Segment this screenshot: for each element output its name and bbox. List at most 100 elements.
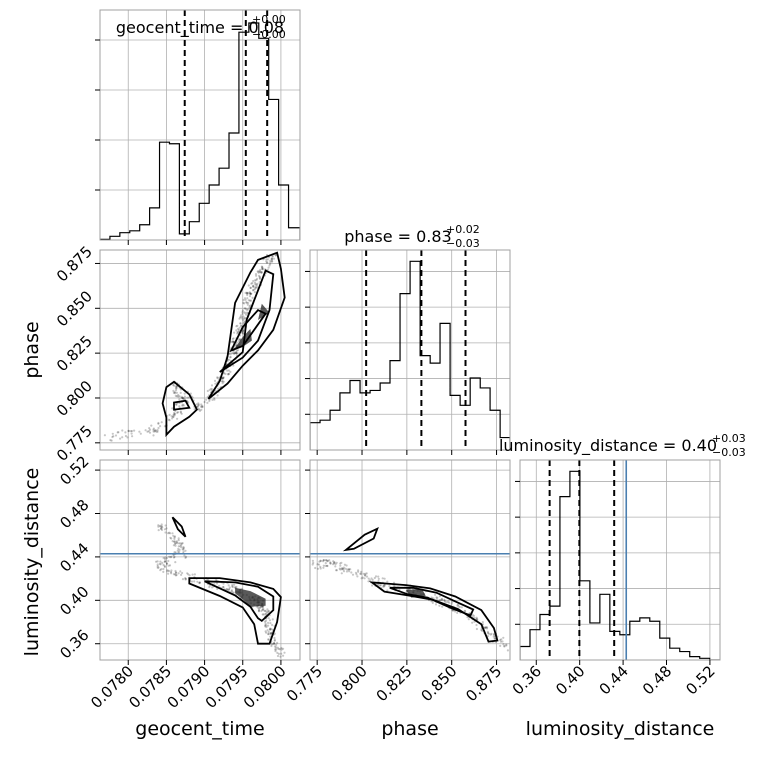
sample-point [193, 580, 196, 583]
sample-point [355, 573, 358, 576]
sample-point [254, 286, 257, 289]
sample-point [252, 285, 255, 288]
sample-point [267, 266, 270, 269]
grid-geocent-time-vs-phase [100, 250, 300, 450]
frame-luminosity-distance-hist [519, 459, 721, 661]
sample-point [150, 424, 153, 427]
sample-point [222, 380, 225, 383]
sample-point [259, 277, 262, 280]
sample-point [345, 564, 348, 567]
sample-point [234, 351, 238, 354]
sample-point [238, 317, 241, 320]
sample-point [265, 612, 268, 615]
sample-point [173, 555, 176, 559]
sample-point [270, 627, 273, 631]
xlabel-phase: phase [381, 718, 438, 740]
sample-point [240, 324, 243, 327]
sample-point [165, 527, 168, 530]
sample-point [174, 542, 177, 546]
sample-point [245, 311, 249, 314]
sample-point [259, 605, 262, 609]
sample-point [191, 573, 194, 576]
sample-point [503, 644, 506, 648]
sample-point [216, 587, 219, 591]
sample-point [165, 557, 168, 560]
sample-point [172, 389, 175, 392]
sample-point [245, 301, 248, 304]
sample-point [158, 524, 161, 528]
sample-point [211, 398, 214, 401]
sample-point [242, 329, 245, 332]
sample-point [481, 629, 484, 633]
sample-point [172, 544, 175, 547]
sample-point [111, 435, 114, 439]
sample-point [215, 582, 219, 585]
sample-point [236, 349, 240, 352]
sample-point [156, 565, 159, 568]
sample-point [253, 281, 257, 284]
sample-point [340, 561, 343, 564]
sample-point [121, 436, 124, 439]
sample-point [130, 432, 133, 435]
sample-point [367, 577, 370, 580]
sample-point [237, 328, 241, 331]
sample-point [121, 429, 124, 432]
sample-point [178, 548, 181, 552]
sample-point [311, 563, 314, 566]
sample-point [248, 299, 252, 302]
sample-point [210, 387, 213, 390]
sample-point [431, 601, 434, 605]
sample-point [181, 403, 184, 406]
sample-point [267, 617, 270, 620]
title-luminosity-distance-minus: −0.03 [712, 446, 746, 459]
sample-point [256, 286, 259, 289]
sample-point [156, 563, 159, 566]
sample-point [270, 257, 274, 260]
sample-point [471, 613, 474, 617]
sample-point [182, 397, 185, 400]
grid-phase-vs-luminosity-distance [310, 460, 510, 660]
sample-point [274, 648, 277, 651]
sample-point [486, 626, 489, 629]
sample-point [201, 406, 204, 409]
quantiles-geocent-time [183, 10, 269, 240]
sample-point [258, 275, 262, 278]
sample-point [196, 580, 199, 583]
sample-point [173, 413, 176, 416]
sample-point [273, 632, 276, 635]
sample-point [279, 655, 282, 658]
sample-point [176, 417, 179, 420]
sample-point [329, 562, 332, 565]
sample-point [163, 425, 166, 428]
sample-point [502, 636, 505, 639]
sample-point [169, 556, 172, 559]
sample-point [282, 654, 285, 657]
sample-point [198, 408, 201, 411]
sample-point [198, 581, 201, 585]
sample-point [162, 567, 165, 571]
grid-luminosity-distance-hist [520, 460, 720, 660]
sample-point [275, 646, 278, 649]
sample-point [252, 288, 255, 291]
sample-point [175, 395, 179, 398]
sample-point [183, 392, 186, 395]
sample-point [164, 559, 167, 563]
sample-point [261, 605, 264, 609]
sample-point [254, 283, 257, 286]
sample-point [386, 580, 389, 583]
sample-point [445, 601, 448, 604]
ytick-label-phase-2: 0.825 [53, 332, 96, 375]
sample-point [357, 570, 360, 573]
sample-point [276, 654, 280, 658]
sample-point [153, 430, 156, 433]
sample-point [253, 288, 256, 291]
sample-point [247, 284, 250, 287]
sample-point [250, 282, 253, 285]
sample-point [174, 561, 177, 564]
sample-point [167, 418, 170, 421]
sample-point [182, 550, 185, 553]
sample-point [260, 271, 263, 274]
sample-point [184, 577, 187, 580]
sample-point [168, 419, 171, 422]
sample-point [346, 568, 349, 571]
